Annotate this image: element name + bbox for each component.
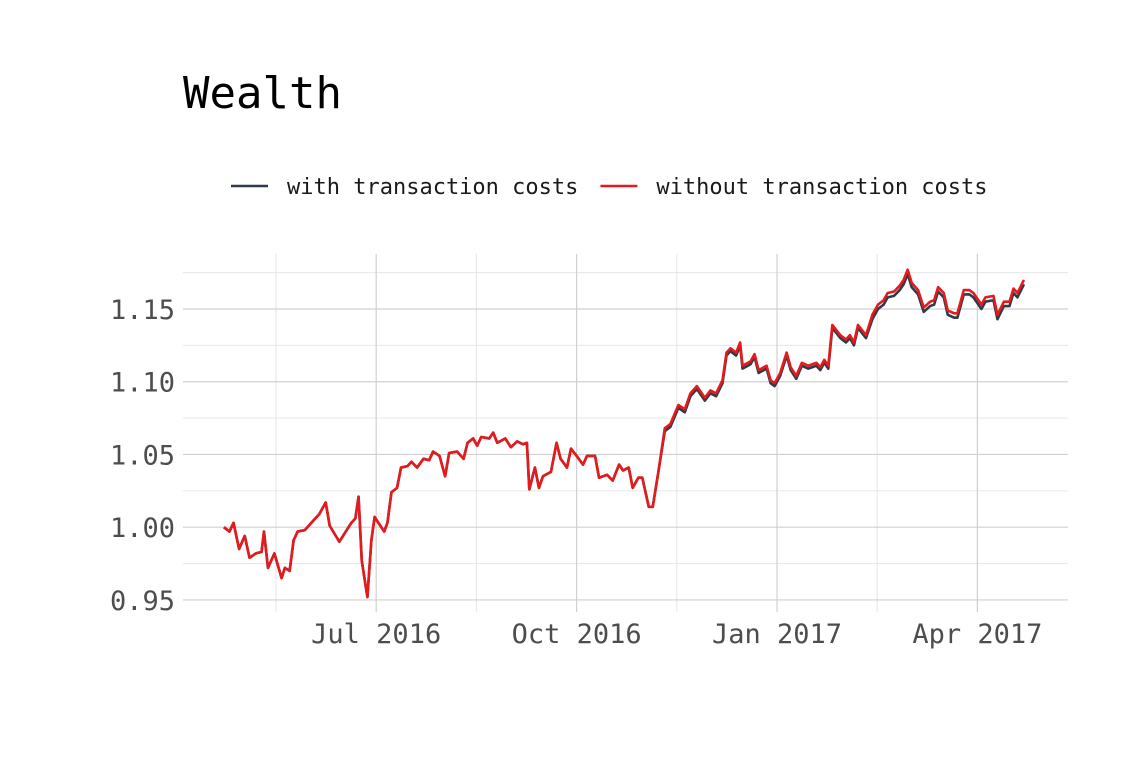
series-line [223,272,1026,599]
legend-label: with transaction costs [287,175,578,200]
y-tick-label: 1.00 [110,513,175,544]
axes: 0.95 1.00 1.05 1.10 1.15 Jul 2016 Oct 2016 Jan … [110,295,1042,650]
y-tick-label: 1.15 [110,295,175,326]
legend: with transaction costs without transactio… [231,175,988,200]
y-tick-label: 1.10 [110,368,175,399]
x-tick-label: Apr 2017 [912,619,1042,650]
y-tick-label: 1.05 [110,440,175,471]
lines [223,268,1026,599]
series-line [223,268,1026,599]
legend-label: without transaction costs [656,175,987,200]
x-tick-label: Jul 2016 [311,619,441,650]
grid [183,254,1068,612]
x-tick-label: Oct 2016 [512,619,642,650]
chart-title: Wealth [183,68,342,119]
x-tick-label: Jan 2017 [712,619,842,650]
y-tick-label: 0.95 [110,586,175,617]
